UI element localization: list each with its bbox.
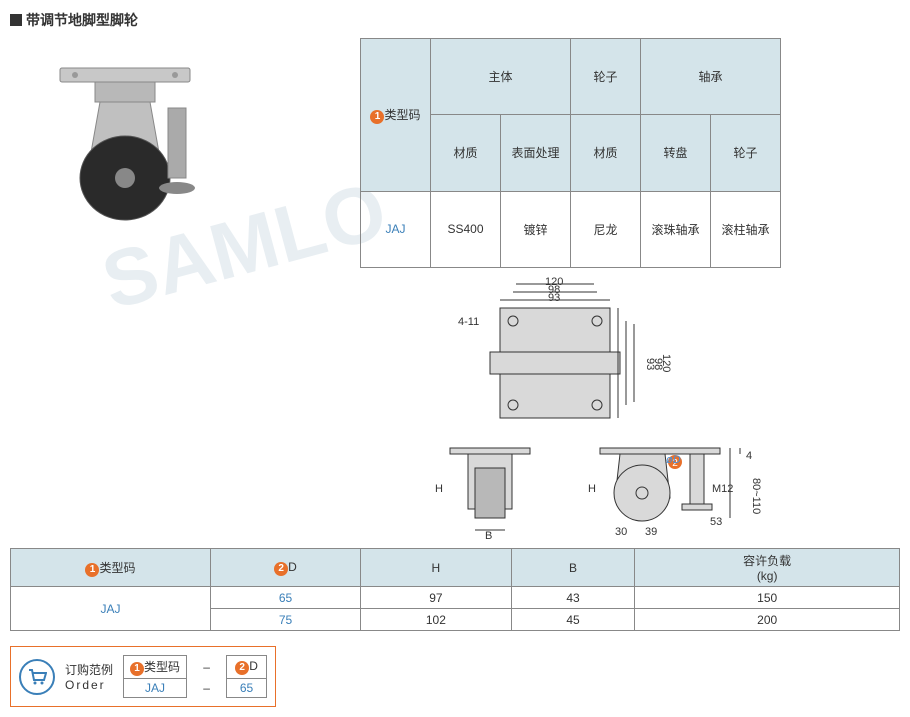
spec-table: 1类型码 2D H B 容许负载 (kg) JAJ 65 97 43 150 7… [10, 548, 900, 631]
badge-2c-icon: 2 [235, 661, 249, 675]
spec-b-1: 45 [511, 609, 635, 631]
dim-b: B [485, 530, 492, 542]
bearing-header: 轴承 [641, 39, 781, 115]
dim-93-top: 93 [548, 292, 560, 304]
spec-b-0: 43 [511, 587, 635, 609]
body-surf-cell: 镀锌 [501, 191, 571, 267]
order-label-cn: 订购范例 [65, 661, 113, 678]
dim-h: H [435, 483, 443, 495]
dim-h2: H [588, 483, 596, 495]
page-title: 带调节地脚型脚轮 [26, 10, 138, 30]
dim-d: øD [666, 454, 681, 466]
dim-holes: 4-11 [458, 316, 479, 328]
product-photo [10, 38, 330, 268]
spec-b-hdr: B [511, 549, 635, 587]
order-d: 65 [227, 679, 267, 698]
badge-1b-icon: 1 [85, 563, 99, 577]
dim-80-110: 80~110 [750, 478, 762, 514]
badge-1c-icon: 1 [130, 662, 144, 676]
order-code: JAJ [124, 679, 187, 698]
wheel-mat-cell: 尼龙 [571, 191, 641, 267]
dim-4: 4 [746, 450, 752, 462]
dim-39: 39 [645, 526, 657, 538]
badge-1-icon: 1 [370, 110, 384, 124]
turntable-cell: 滚珠轴承 [641, 191, 711, 267]
wheel-bearing-cell: 滚柱轴承 [711, 191, 781, 267]
dim-m12: M12 [712, 483, 733, 495]
spec-load-1: 200 [635, 609, 900, 631]
order-d-hdr: D [249, 659, 258, 673]
order-example: 订购范例 Order 1类型码 – 2D JAJ – 65 [10, 646, 276, 707]
spec-load-hdr: 容许负载 (kg) [635, 549, 900, 587]
material-sub: 材质 [431, 115, 501, 191]
dim-53: 53 [710, 516, 722, 528]
technical-drawing: 2 120 98 93 4-11 93 98 120 H B øD H M12 … [350, 278, 900, 538]
turntable-sub: 转盘 [641, 115, 711, 191]
wheel-header: 轮子 [571, 39, 641, 115]
order-sep2: – [187, 679, 227, 698]
cart-icon [19, 659, 55, 695]
page-header: 带调节地脚型脚轮 [10, 10, 900, 30]
surface-sub: 表面处理 [501, 115, 571, 191]
dim-120-right: 120 [660, 354, 672, 372]
caster-illustration [40, 58, 220, 258]
spec-load-0: 150 [635, 587, 900, 609]
spec-h-hdr: H [361, 549, 512, 587]
spec-d-1: 75 [211, 609, 361, 631]
material-table: 1类型码 主体 轮子 轴承 材质 表面处理 材质 转盘 轮子 JAJ SS400… [360, 38, 781, 268]
spec-type-hdr: 类型码 [99, 561, 135, 575]
spec-code: JAJ [11, 587, 211, 631]
type-code-header: 类型码 [384, 108, 420, 122]
order-label: 订购范例 Order [65, 661, 113, 692]
spec-h-0: 97 [361, 587, 512, 609]
order-label-en: Order [65, 678, 113, 692]
spec-h-1: 102 [361, 609, 512, 631]
wheel-bearing-sub: 轮子 [711, 115, 781, 191]
order-table: 1类型码 – 2D JAJ – 65 [123, 655, 267, 698]
dim-30: 30 [615, 526, 627, 538]
body-mat-cell: SS400 [431, 191, 501, 267]
order-sep: – [187, 656, 227, 679]
body-header: 主体 [431, 39, 571, 115]
code-cell: JAJ [361, 191, 431, 267]
title-bullet [10, 14, 22, 26]
wheel-mat-sub: 材质 [571, 115, 641, 191]
spec-d-hdr: D [288, 560, 297, 574]
order-type-hdr: 类型码 [144, 660, 180, 674]
spec-d-0: 65 [211, 587, 361, 609]
badge-2-icon: 2 [274, 562, 288, 576]
